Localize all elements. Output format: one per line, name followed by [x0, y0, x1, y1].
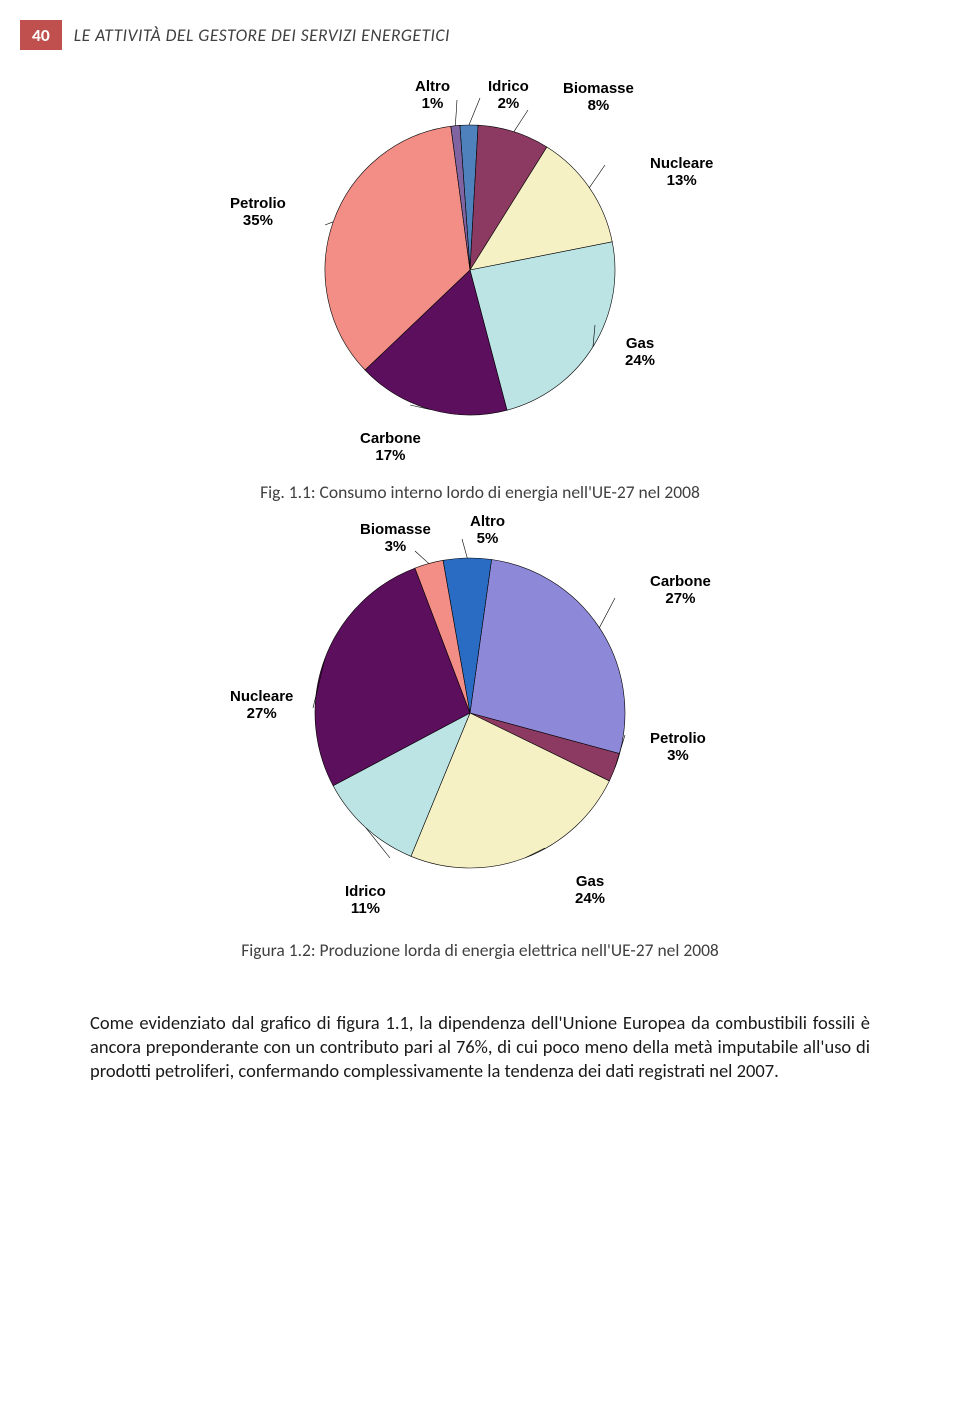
slice-label-nucleare: Nucleare27% — [230, 688, 293, 723]
charts-container: Idrico2% Biomasse8% Nucleare13% Gas24% Carbo… — [0, 50, 960, 961]
slice-label-biomasse: Biomasse8% — [563, 80, 634, 115]
chart-1-caption: Fig. 1.1: Consumo interno lordo di energ… — [260, 481, 700, 503]
chart-1-pie: Idrico2%Biomasse8%Nucleare13%Gas24%Carbo… — [220, 100, 740, 455]
slice-label-petrolio: Petrolio35% — [230, 195, 286, 230]
slice-label-carbone: Carbone27% — [650, 573, 711, 608]
slice-label-gas: Gas24% — [575, 873, 605, 908]
slice-label-altro: Altro1% — [415, 78, 450, 113]
leader-line — [455, 100, 457, 126]
leader-line — [462, 539, 467, 558]
leader-line — [589, 165, 605, 188]
slice-label-gas: Gas24% — [625, 335, 655, 370]
page-number-badge: 40 — [20, 20, 62, 50]
leader-line — [599, 598, 615, 628]
leader-line — [469, 98, 480, 125]
slice-label-idrico: Idrico2% — [488, 78, 529, 113]
slice-label-nucleare: Nucleare13% — [650, 155, 713, 190]
slice-label-carbone: Carbone17% — [360, 430, 421, 465]
slice-label-petrolio: Petrolio3% — [650, 730, 706, 765]
running-header: LE ATTIVITÀ DEL GESTORE DEI SERVIZI ENER… — [74, 24, 450, 46]
body-paragraph: Come evidenziato dal grafico di figura 1… — [90, 1011, 870, 1083]
leader-line — [514, 110, 528, 132]
page-header: 40 LE ATTIVITÀ DEL GESTORE DEI SERVIZI E… — [0, 20, 960, 50]
slice-label-idrico: Idrico11% — [345, 883, 386, 918]
chart-2-pie: Carbone27%Petrolio3%Gas24%Idrico11%Nucle… — [210, 533, 750, 913]
slice-label-biomasse: Biomasse3% — [360, 521, 431, 556]
slice-label-altro: Altro5% — [470, 513, 505, 548]
chart-2-caption: Figura 1.2: Produzione lorda di energia … — [241, 939, 719, 961]
